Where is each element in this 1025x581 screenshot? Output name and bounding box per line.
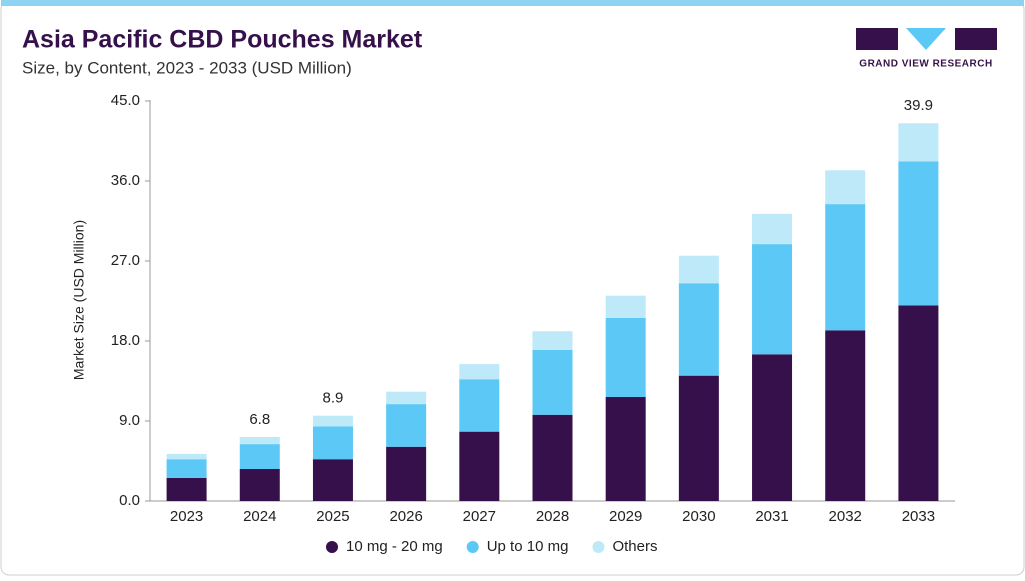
total-label: 6.8 [249, 411, 270, 428]
bar-segment [752, 213, 793, 245]
bar-segment [459, 364, 500, 380]
bar-segment [166, 453, 207, 460]
logo: GRAND VIEW RESEARCH [856, 28, 997, 70]
bar-segment [459, 431, 500, 501]
bar-segment [239, 437, 280, 445]
bar-segment [386, 391, 427, 405]
legend-label: Up to 10 mg [487, 538, 569, 555]
y-tick-label: 36.0 [111, 172, 140, 189]
bar-segment [312, 415, 353, 427]
y-tick-label: 0.0 [119, 492, 140, 509]
y-tick-label: 9.0 [119, 412, 140, 429]
bar-segment [605, 295, 646, 318]
x-tick-label: 2025 [316, 508, 349, 525]
bar-segment [312, 426, 353, 460]
bar-segment [825, 170, 866, 205]
x-tick-label: 2027 [463, 508, 496, 525]
bar-segment [532, 349, 573, 415]
y-axis-label: Market Size (USD Million) [71, 220, 87, 380]
bar-segment [605, 317, 646, 397]
x-tick-label: 2032 [829, 508, 862, 525]
legend-label: 10 mg - 20 mg [346, 538, 443, 555]
top-strip [1, 0, 1024, 6]
x-tick-label: 2029 [609, 508, 642, 525]
bar-segment [532, 414, 573, 501]
x-tick-label: 2023 [170, 508, 203, 525]
bar-segment [898, 161, 939, 306]
bar-segment [312, 459, 353, 501]
y-tick-label: 18.0 [111, 332, 140, 349]
bar-segment [898, 123, 939, 162]
y-tick-label: 45.0 [111, 92, 140, 109]
bar-segment [678, 255, 719, 284]
bar-segment [752, 244, 793, 355]
bar-segment [166, 459, 207, 478]
bar-segment [678, 375, 719, 501]
bar-segment [386, 446, 427, 501]
chart-subtitle: Size, by Content, 2023 - 2033 (USD Milli… [22, 58, 352, 77]
chart-title: Asia Pacific CBD Pouches Market [22, 26, 423, 54]
legend-swatch [326, 541, 338, 553]
x-tick-label: 2026 [389, 508, 422, 525]
bar-segment [532, 331, 573, 350]
x-tick-label: 2031 [755, 508, 788, 525]
legend-swatch [592, 541, 605, 553]
y-tick-label: 27.0 [111, 252, 140, 269]
legend-swatch [466, 541, 479, 553]
x-tick-label: 2028 [536, 508, 569, 525]
x-tick-label: 2030 [682, 508, 715, 525]
bar-segment [386, 404, 427, 447]
x-tick-label: 2033 [902, 508, 935, 525]
bar-segment [898, 305, 939, 501]
bar-segment [239, 469, 280, 501]
bar-segment [678, 283, 719, 376]
bar-segment [239, 444, 280, 469]
bar-segment [459, 379, 500, 432]
bar-segment [825, 330, 866, 501]
bar-segment [166, 477, 207, 501]
total-label: 39.9 [904, 97, 933, 114]
total-label: 8.9 [323, 390, 344, 407]
bar-segment [825, 204, 866, 331]
legend-label: Others [612, 538, 657, 555]
bar-segment [605, 397, 646, 501]
brand: GRAND VIEW RESEARCH [859, 59, 992, 70]
bar-segment [752, 354, 793, 501]
x-tick-label: 2024 [243, 508, 276, 525]
